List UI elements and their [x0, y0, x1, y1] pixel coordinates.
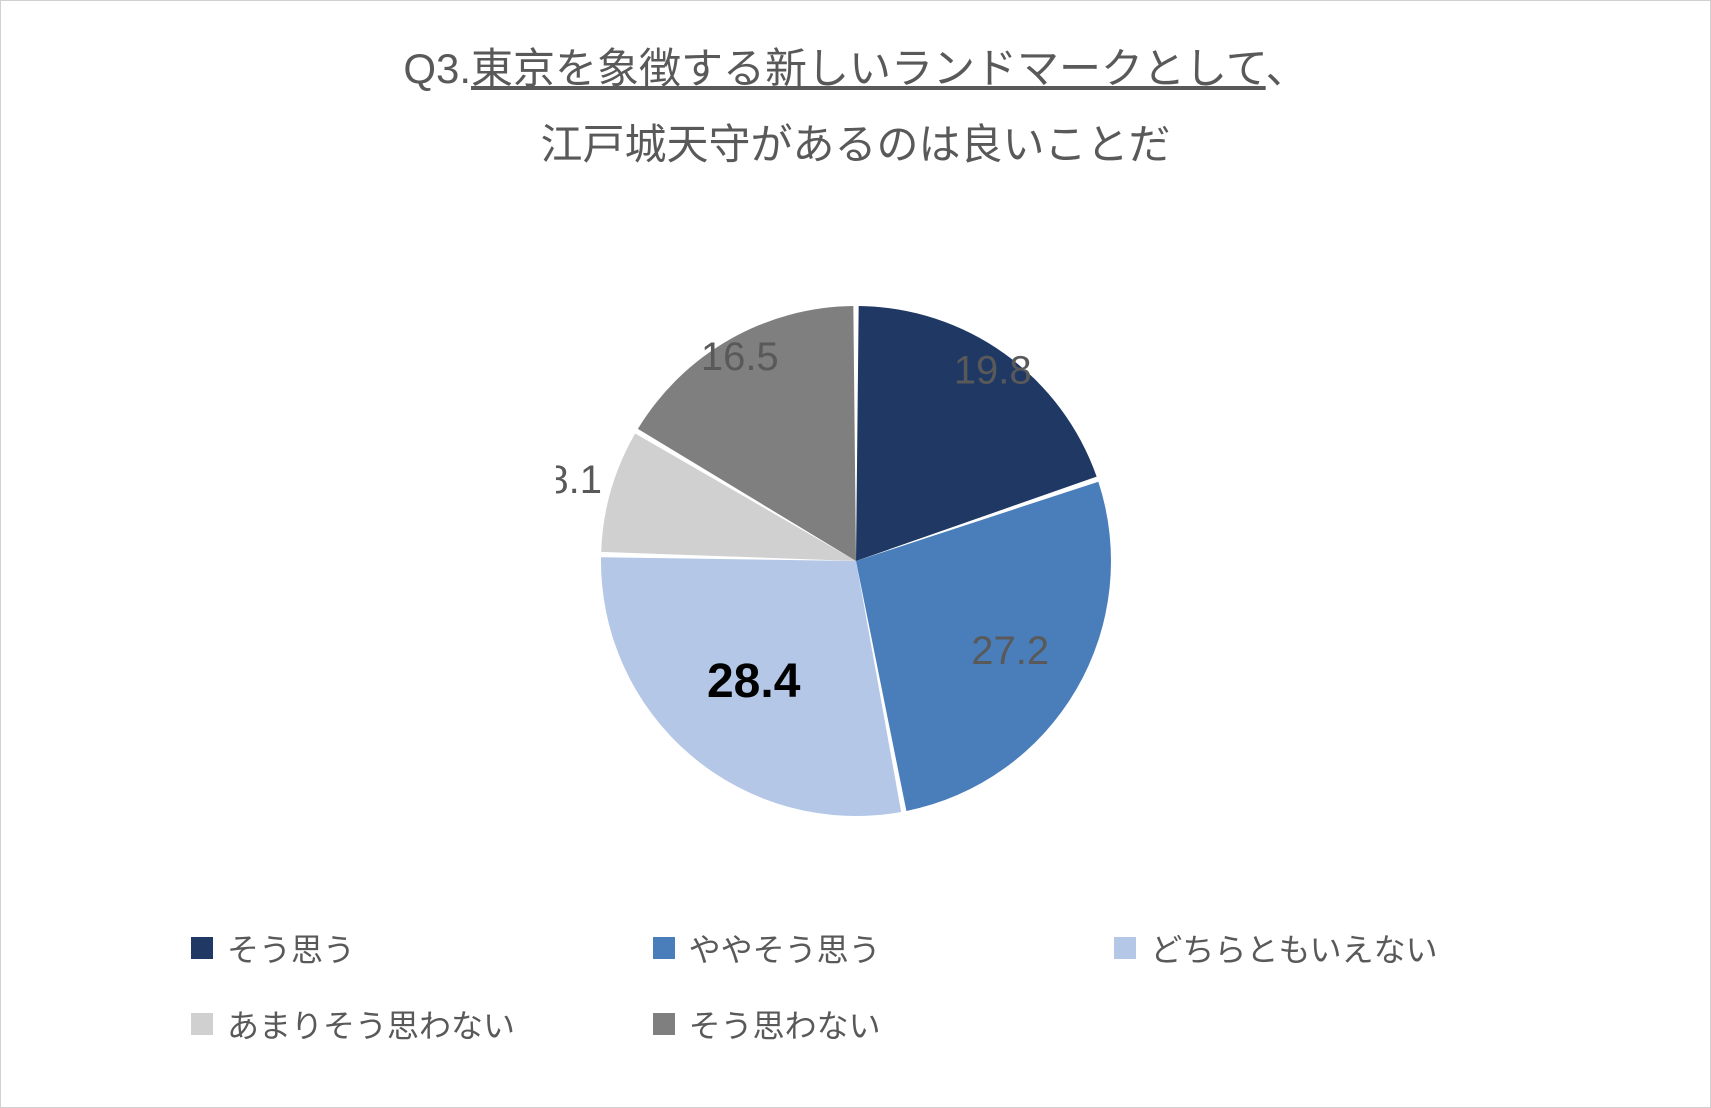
pie-data-label: 28.4 [706, 655, 800, 708]
legend-item: そう思う [191, 925, 653, 971]
title-q-prefix: Q3. [403, 45, 471, 92]
legend-item: どちらともいえない [1114, 925, 1576, 971]
title-underlined: 東京を象徴する新しいランドマークとして [471, 45, 1266, 92]
legend-item: ややそう思う [653, 925, 1115, 971]
chart-title: Q3.東京を象徴する新しいランドマークとして、 江戸城天守があるのは良いことだ [1, 1, 1710, 182]
legend-label: どちらともいえない [1150, 925, 1437, 971]
title-line-1: Q3.東京を象徴する新しいランドマークとして、 [1, 31, 1710, 107]
legend-item: あまりそう思わない [191, 1001, 653, 1047]
legend: そう思う ややそう思う どちらともいえないあまりそう思わない そう思わない [191, 925, 1590, 1047]
chart-container: Q3.東京を象徴する新しいランドマークとして、 江戸城天守があるのは良いことだ … [0, 0, 1711, 1108]
legend-label: そう思う [227, 925, 355, 971]
pie-data-label: 16.5 [700, 335, 778, 379]
title-line-2: 江戸城天守があるのは良いことだ [1, 107, 1710, 183]
legend-swatch [653, 1013, 675, 1035]
pie-svg: 19.8 27.2 28.4 8.1 16.5 [556, 261, 1156, 861]
legend-item: そう思わない [653, 1001, 1115, 1047]
legend-swatch [191, 937, 213, 959]
pie-data-label: 19.8 [953, 348, 1031, 392]
pie-data-label: 8.1 [556, 458, 602, 502]
title-suffix: 、 [1266, 45, 1308, 92]
pie-data-label: 27.2 [971, 629, 1049, 673]
legend-swatch [191, 1013, 213, 1035]
legend-label: そう思わない [689, 1001, 881, 1047]
legend-swatch [1114, 937, 1136, 959]
legend-label: ややそう思う [689, 925, 881, 971]
legend-label: あまりそう思わない [227, 1001, 515, 1047]
legend-swatch [653, 937, 675, 959]
pie-chart: 19.8 27.2 28.4 8.1 16.5 [556, 261, 1156, 861]
